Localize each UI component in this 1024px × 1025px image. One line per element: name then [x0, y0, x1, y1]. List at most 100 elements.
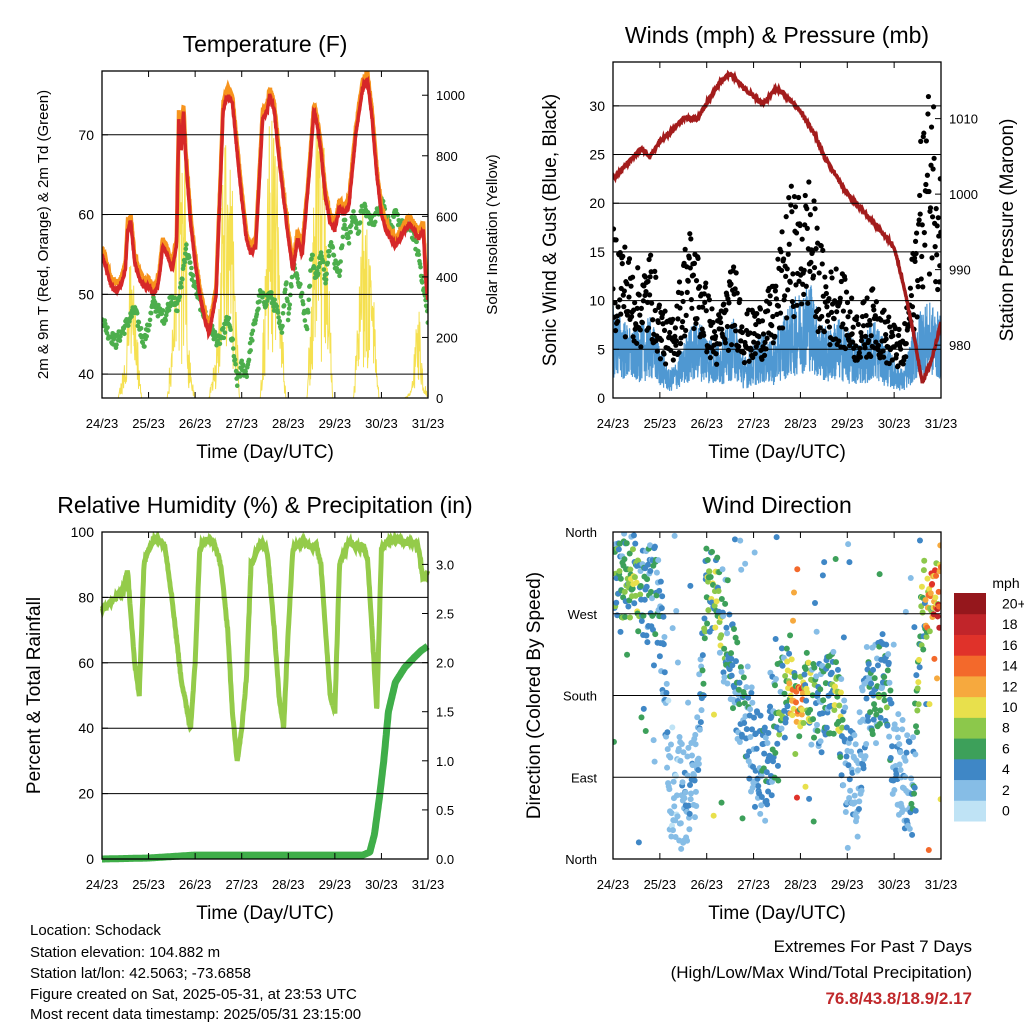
gust-point	[676, 349, 682, 356]
gust-point	[926, 271, 933, 277]
gust-point	[773, 283, 779, 289]
dewpoint-point	[234, 383, 240, 389]
gust-point	[814, 225, 820, 231]
gust-point	[785, 251, 791, 257]
gust-series	[613, 93, 941, 370]
gust-point	[615, 304, 621, 310]
gust-point	[621, 288, 627, 294]
direction-point	[736, 738, 743, 745]
gust-point	[811, 264, 818, 271]
direction-point	[925, 846, 932, 853]
dewpoint-point	[182, 259, 188, 265]
x-tick-label: 24/23	[86, 877, 119, 892]
colorbar-swatch	[954, 655, 986, 677]
dewpoint-point	[330, 245, 336, 250]
gust-point	[854, 314, 860, 320]
direction-point	[856, 798, 863, 805]
direction-point	[647, 567, 654, 574]
gust-point	[617, 297, 623, 303]
gust-point	[700, 304, 706, 310]
gust-point	[661, 351, 667, 357]
direction-point	[838, 676, 845, 683]
gust-point	[718, 319, 724, 326]
y-tick-label: 20	[589, 195, 605, 211]
direction-point	[721, 645, 728, 652]
direction-point	[802, 783, 809, 790]
gust-point	[717, 315, 723, 321]
dewpoint-point	[325, 260, 331, 266]
gust-point	[693, 278, 700, 284]
y2-axis-label: Station Pressure (Maroon)	[997, 119, 1018, 342]
direction-point	[820, 697, 827, 704]
y2-tick-label: 1000	[949, 187, 978, 202]
gust-point	[618, 311, 624, 317]
gust-point	[717, 341, 723, 347]
direction-point	[908, 800, 915, 807]
direction-point	[627, 566, 634, 573]
direction-point	[863, 695, 870, 702]
solar-insolation-line	[102, 120, 428, 398]
direction-point	[661, 634, 668, 641]
direction-point	[709, 548, 716, 555]
x-tick-label: 25/23	[132, 877, 165, 892]
direction-point	[896, 741, 903, 748]
dewpoint-point	[312, 265, 317, 270]
colorbar-swatch	[954, 675, 986, 698]
x-axis-label: Time (Day/UTC)	[196, 442, 334, 463]
direction-point	[699, 652, 706, 659]
direction-point	[854, 833, 861, 840]
x-tick-label: 30/23	[878, 877, 911, 892]
colorbar-title: mph	[992, 575, 1019, 591]
direction-point	[710, 812, 717, 819]
direction-point	[637, 583, 644, 590]
dewpoint-point	[304, 326, 310, 332]
direction-point	[758, 802, 765, 809]
direction-point	[831, 702, 838, 709]
direction-point	[869, 731, 876, 738]
direction-point	[724, 577, 731, 584]
gust-point	[858, 329, 864, 336]
direction-point	[914, 685, 921, 692]
direction-point	[625, 603, 632, 610]
gust-point	[764, 335, 770, 341]
gust-point	[688, 236, 694, 242]
gust-point	[803, 283, 809, 289]
direction-point	[845, 541, 852, 548]
direction-point	[832, 556, 839, 563]
dewpoint-point	[134, 311, 140, 316]
direction-point	[674, 813, 681, 820]
direction-point	[613, 599, 620, 606]
gust-point	[927, 205, 934, 211]
direction-point	[846, 776, 853, 783]
gust-point	[770, 313, 776, 320]
gust-point	[896, 326, 902, 332]
y-tick-label: 10	[589, 293, 605, 309]
direction-point	[894, 734, 901, 741]
gust-point	[878, 317, 884, 323]
direction-point	[675, 745, 682, 752]
direction-point	[748, 684, 755, 691]
gust-point	[833, 266, 839, 272]
direction-point	[891, 787, 898, 794]
direction-point	[863, 740, 870, 747]
direction-point	[743, 726, 750, 733]
gust-point	[868, 353, 874, 359]
dewpoint-point	[318, 250, 324, 255]
dewpoint-point	[348, 222, 354, 228]
gust-point	[725, 347, 732, 353]
direction-point	[753, 745, 760, 752]
gust-point	[779, 325, 786, 331]
direction-point	[832, 659, 839, 666]
gust-point	[931, 155, 937, 161]
direction-point	[765, 788, 772, 795]
x-tick-label: 27/23	[737, 877, 770, 892]
gust-point	[886, 360, 892, 367]
direction-point	[823, 724, 830, 731]
gust-point	[626, 256, 633, 262]
direction-point	[926, 701, 933, 708]
gust-point	[804, 206, 810, 212]
gust-point	[635, 265, 641, 271]
dewpoint-point	[385, 214, 391, 220]
direction-point	[741, 720, 748, 727]
direction-point	[737, 664, 744, 671]
